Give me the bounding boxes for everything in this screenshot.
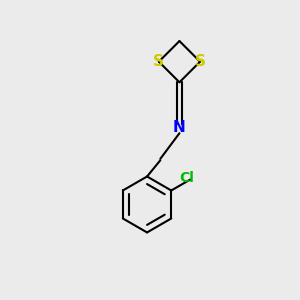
- Text: S: S: [195, 54, 206, 69]
- Text: S: S: [153, 54, 164, 69]
- Text: N: N: [173, 120, 186, 135]
- Text: Cl: Cl: [179, 171, 194, 185]
